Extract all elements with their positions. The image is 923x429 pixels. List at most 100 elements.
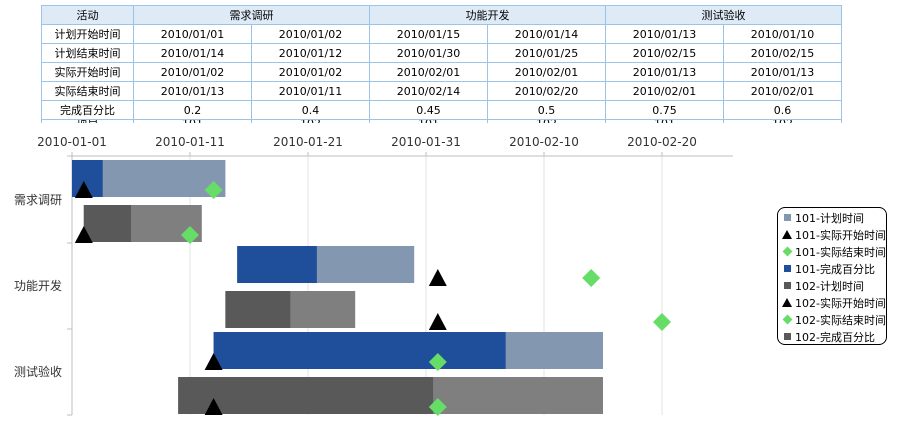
header-group: 需求调研 — [133, 5, 370, 25]
table-cell: 2010/01/02 — [251, 62, 370, 82]
header-activity: 活动 — [41, 5, 134, 25]
percent-bar — [83, 205, 131, 242]
table-cell: 2010/01/13 — [605, 24, 724, 44]
table-cell: 2010/02/01 — [487, 62, 606, 82]
table-cell: 2010/01/14 — [487, 24, 606, 44]
legend-label: 102-实际开始时间 — [795, 296, 886, 310]
table-row: 完成百分比 0.2 0.4 0.45 0.5 0.75 0.6 — [41, 100, 842, 120]
table-cell: 2010/01/02 — [251, 24, 370, 44]
actual-start-marker — [204, 353, 223, 370]
row-label: 完成百分比 — [41, 100, 134, 120]
legend: 101-计划时间 101-实际开始时间 101-实际结束时间 101-完成百分比… — [777, 207, 887, 345]
table-cell: 2010/01/30 — [369, 43, 488, 63]
table-cell: 2010/01/12 — [251, 43, 370, 63]
actual-start-marker — [74, 181, 93, 198]
table-cell: 2010/02/15 — [605, 43, 724, 63]
row-label: 实际开始时间 — [41, 62, 134, 82]
legend-label: 101-实际开始时间 — [795, 228, 886, 242]
actual-end-marker — [428, 353, 447, 371]
legend-item: 102-完成百分比 — [782, 328, 886, 345]
legend-item: 101-完成百分比 — [782, 260, 886, 277]
actual-end-marker — [653, 313, 671, 331]
table-row: 计划开始时间 2010/01/01 2010/01/02 2010/01/15 … — [41, 24, 842, 44]
x-tick-label: 2010-02-10 — [509, 135, 579, 149]
legend-label: 102-完成百分比 — [795, 330, 875, 344]
table-cell: 2010/01/13 — [605, 62, 724, 82]
diamond-icon — [782, 246, 792, 257]
table-row: 计划结束时间 2010/01/14 2010/01/12 2010/01/30 … — [41, 43, 842, 63]
x-tick-label: 2010-02-20 — [627, 135, 697, 149]
triangle-icon — [782, 298, 792, 307]
legend-swatch — [782, 314, 792, 325]
x-tick-label: 2010-01-31 — [391, 135, 461, 149]
legend-item: 102-实际结束时间 — [782, 311, 886, 328]
square-icon — [782, 282, 792, 289]
legend-swatch — [783, 333, 791, 340]
row-label: 实际结束时间 — [41, 81, 134, 101]
table-cell: 2010/01/02 — [133, 62, 252, 82]
legend-label: 102-实际结束时间 — [795, 313, 886, 327]
legend-item: 101-实际结束时间 — [782, 243, 886, 260]
table-cell: 2010/01/10 — [723, 24, 842, 44]
legend-label: 101-计划时间 — [795, 211, 864, 225]
percent-bar — [178, 377, 434, 414]
header-group: 功能开发 — [369, 5, 606, 25]
table-cell: 0.4 — [251, 100, 370, 120]
table-cell: 0.5 — [487, 100, 606, 120]
legend-swatch — [783, 265, 791, 272]
percent-bar — [213, 332, 506, 369]
actual-end-marker — [181, 226, 199, 244]
table-cell: 2010/02/01 — [723, 81, 842, 101]
legend-swatch — [782, 230, 792, 239]
table-cell: 2010/01/13 — [133, 81, 252, 101]
percent-bar — [237, 246, 317, 283]
actual-end-marker — [204, 181, 223, 199]
legend-swatch — [782, 298, 792, 307]
y-category-label: 功能开发 — [14, 278, 62, 293]
percent-bar — [225, 291, 291, 328]
square-icon — [782, 333, 792, 340]
legend-item: 102-计划时间 — [782, 277, 886, 294]
legend-swatch — [783, 282, 791, 289]
table-mask — [0, 123, 923, 153]
diamond-icon — [782, 314, 792, 325]
table-header-row: 活动 需求调研 功能开发 测试验收 — [41, 5, 842, 25]
table-cell: 2010/01/25 — [487, 43, 606, 63]
table-cell: 2010/02/14 — [369, 81, 488, 101]
legend-label: 102-计划时间 — [795, 279, 864, 293]
legend-label: 101-完成百分比 — [795, 262, 875, 276]
table-row: 实际开始时间 2010/01/02 2010/01/02 2010/02/01 … — [41, 62, 842, 82]
data-table: 活动 需求调研 功能开发 测试验收 计划开始时间 2010/01/01 2010… — [41, 5, 842, 129]
header-group: 测试验收 — [605, 5, 842, 25]
table-cell: 2010/02/15 — [723, 43, 842, 63]
square-icon — [782, 214, 792, 221]
table-cell: 2010/01/14 — [133, 43, 252, 63]
actual-start-marker — [204, 398, 223, 415]
table-cell: 2010/01/11 — [251, 81, 370, 101]
table-cell: 0.6 — [723, 100, 842, 120]
legend-item: 101-实际开始时间 — [782, 226, 886, 243]
table-cell: 2010/02/20 — [487, 81, 606, 101]
table-cell: 0.75 — [605, 100, 724, 120]
table-cell: 0.45 — [369, 100, 488, 120]
x-tick-label: 2010-01-21 — [273, 135, 343, 149]
x-tick-label: 2010-01-11 — [155, 135, 225, 149]
table-cell: 2010/01/13 — [723, 62, 842, 82]
y-category-label: 需求调研 — [14, 193, 62, 207]
legend-swatch — [783, 214, 791, 221]
square-icon — [782, 265, 792, 272]
triangle-icon — [782, 230, 792, 239]
y-category-label: 测试验收 — [14, 364, 62, 379]
table-cell: 2010/01/01 — [133, 24, 252, 44]
table-cell: 2010/01/15 — [369, 24, 488, 44]
legend-swatch — [782, 246, 792, 257]
legend-item: 101-计划时间 — [782, 209, 886, 226]
actual-end-marker — [582, 269, 601, 287]
actual-end-marker — [428, 398, 447, 416]
row-label: 计划结束时间 — [41, 43, 134, 63]
table-cell: 2010/02/01 — [605, 81, 724, 101]
actual-start-marker — [428, 269, 447, 286]
actual-start-marker — [74, 226, 93, 243]
table-row: 实际结束时间 2010/01/13 2010/01/11 2010/02/14 … — [41, 81, 842, 101]
row-label: 计划开始时间 — [41, 24, 134, 44]
